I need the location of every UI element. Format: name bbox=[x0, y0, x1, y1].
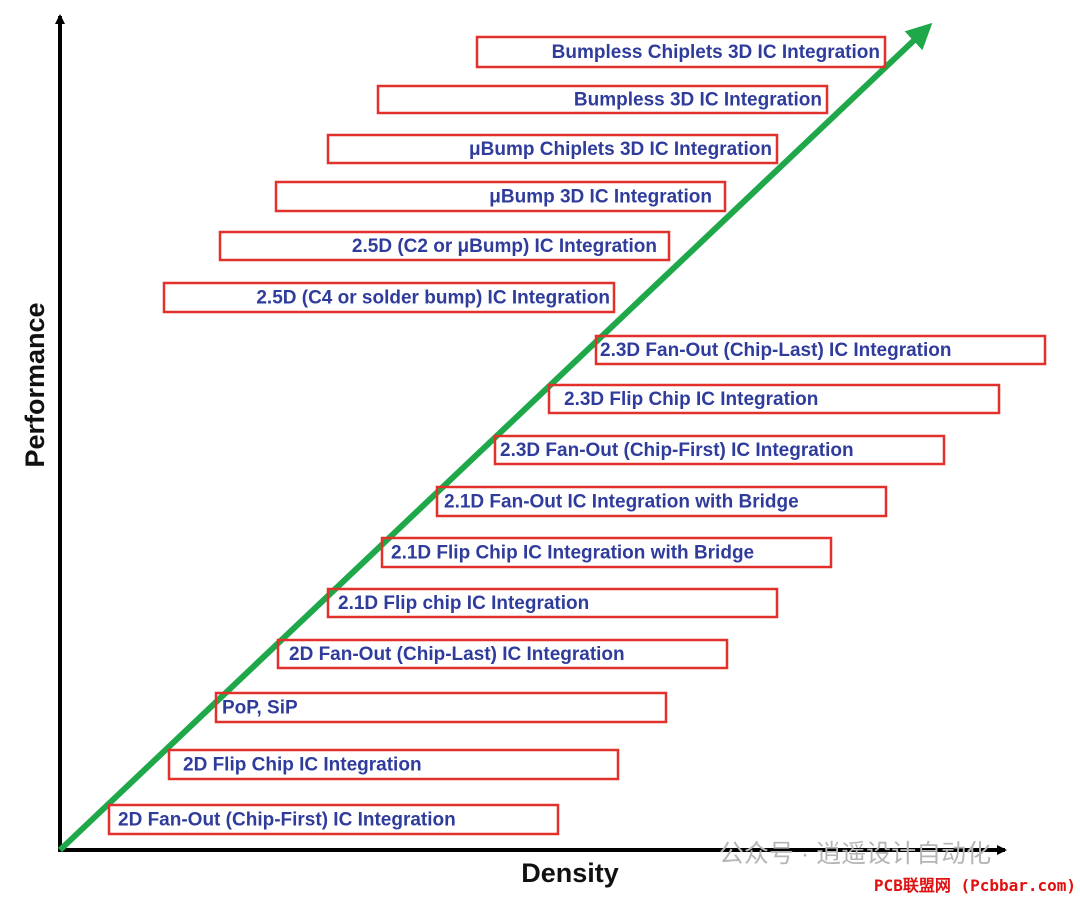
item-label: 2D Flip Chip IC Integration bbox=[183, 755, 422, 776]
item-label: 2.3D Flip Chip IC Integration bbox=[564, 389, 818, 410]
item-label: 2.1D Flip chip IC Integration bbox=[338, 593, 589, 614]
item-label: 2.3D Fan-Out (Chip-First) IC Integration bbox=[500, 440, 854, 461]
item-label: 2.5D (C4 or solder bump) IC Integration bbox=[256, 288, 610, 309]
item-box bbox=[376, 84, 829, 115]
item-box bbox=[167, 748, 620, 781]
item-label: 2D Fan-Out (Chip-Last) IC Integration bbox=[289, 644, 625, 665]
item-box bbox=[162, 281, 616, 314]
y-axis-label: Performance bbox=[20, 302, 50, 467]
item-box bbox=[107, 803, 560, 836]
item-label: Bumpless Chiplets 3D IC Integration bbox=[552, 42, 880, 63]
item-label: Bumpless 3D IC Integration bbox=[574, 90, 822, 111]
item-label: 2.5D (C2 or μBump) IC Integration bbox=[352, 236, 657, 257]
item-label: 2.3D Fan-Out (Chip-Last) IC Integration bbox=[600, 340, 952, 361]
item-box bbox=[326, 133, 779, 165]
item-label: 2D Fan-Out (Chip-First) IC Integration bbox=[118, 810, 456, 831]
item-label: μBump 3D IC Integration bbox=[489, 187, 712, 208]
item-label: PoP, SiP bbox=[222, 698, 298, 719]
item-box bbox=[493, 434, 946, 466]
watermark-account: 公众号 · 逍遥设计自动化 bbox=[719, 840, 991, 868]
item-box bbox=[380, 536, 833, 569]
x-axis-label: Density bbox=[521, 858, 619, 888]
item-label: 2.1D Flip Chip IC Integration with Bridg… bbox=[391, 543, 754, 564]
item-box bbox=[435, 485, 888, 518]
item-box bbox=[214, 691, 668, 724]
item-label: 2.1D Fan-Out IC Integration with Bridge bbox=[444, 492, 799, 513]
item-box bbox=[475, 35, 887, 69]
watermark-site: PCB联盟网 (Pcbbar.com) bbox=[874, 876, 1076, 895]
item-box bbox=[218, 230, 671, 262]
item-box bbox=[594, 334, 1047, 366]
item-box bbox=[276, 638, 729, 670]
item-label: μBump Chiplets 3D IC Integration bbox=[469, 139, 772, 160]
item-box bbox=[547, 383, 1001, 415]
item-box bbox=[326, 587, 779, 619]
item-box bbox=[274, 180, 727, 213]
